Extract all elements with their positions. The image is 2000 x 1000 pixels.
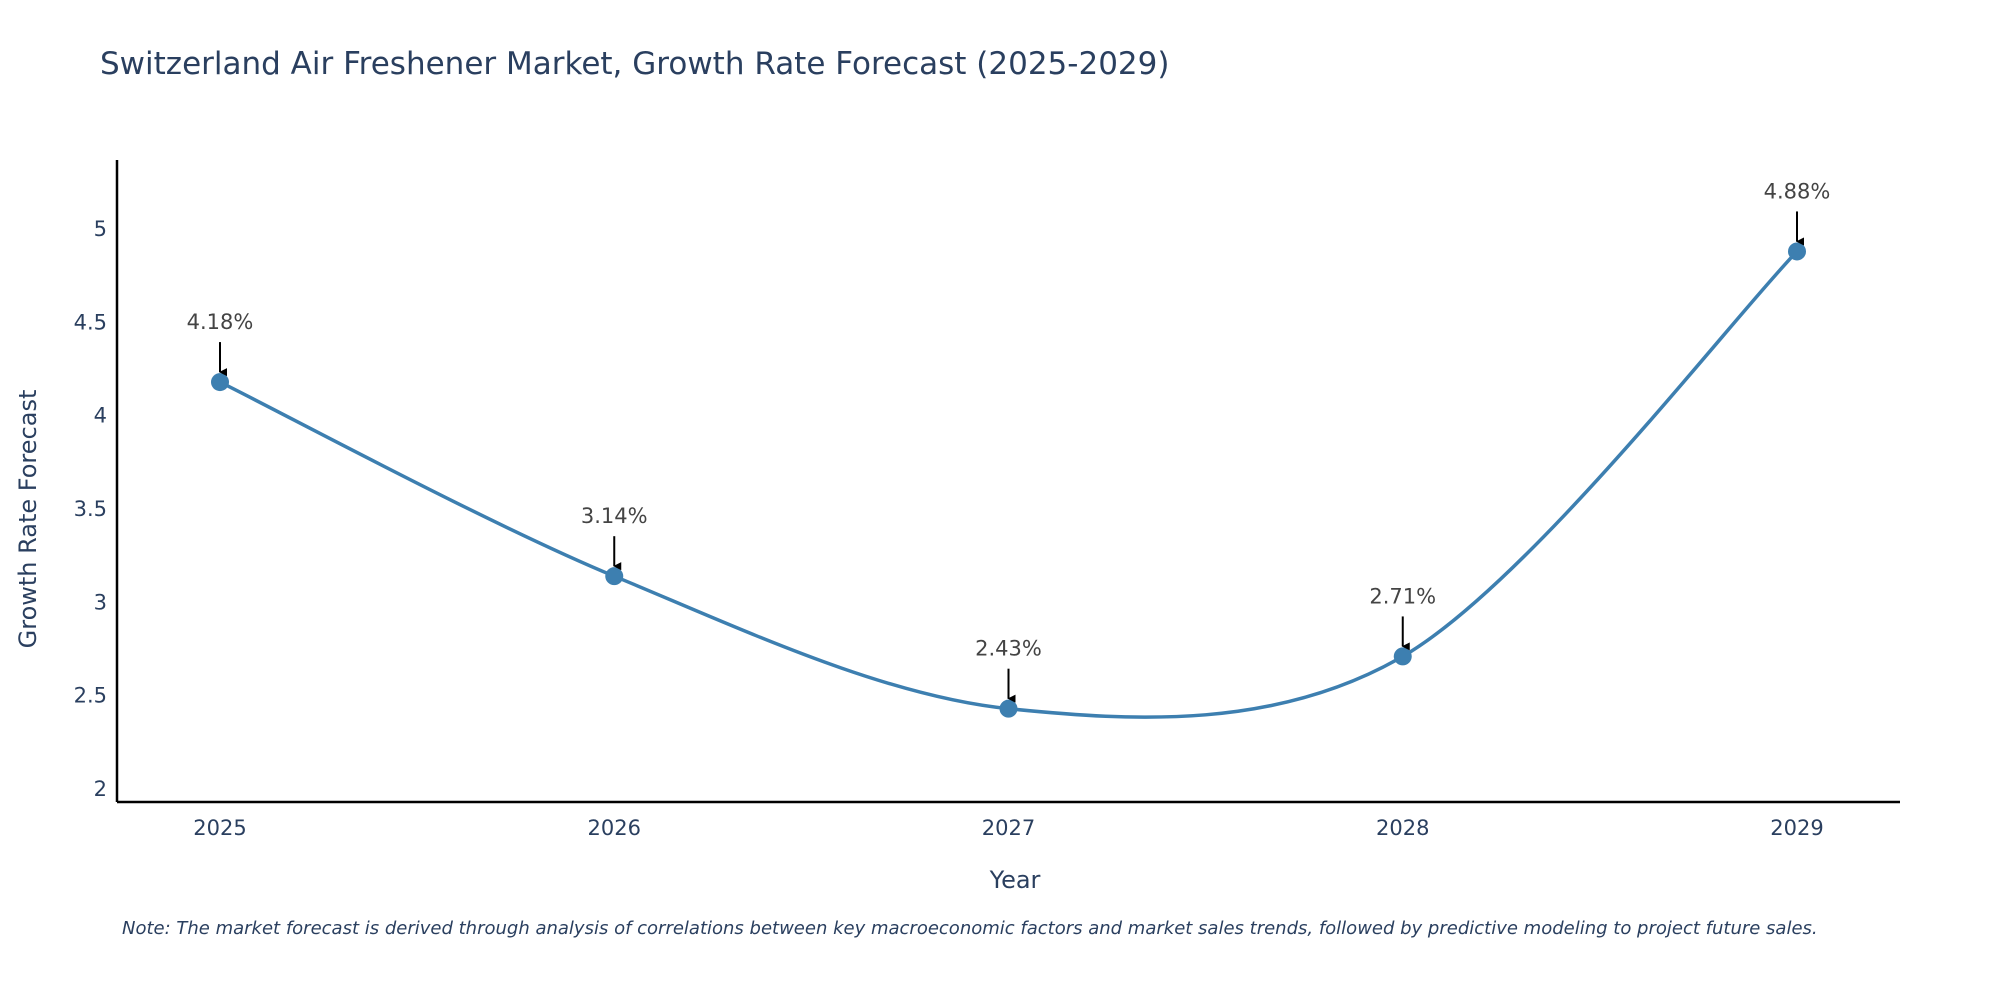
x-tick-label: 2028 — [1376, 816, 1429, 840]
y-tick-label: 5 — [94, 217, 107, 241]
x-tick-label: 2025 — [193, 816, 246, 840]
data-point-marker — [211, 373, 229, 392]
methodology-note: Note: The market forecast is derived thr… — [122, 918, 1818, 939]
data-point-marker — [1393, 647, 1412, 666]
chart-title: Switzerland Air Freshener Market, Growth… — [100, 46, 1170, 82]
data-label: 4.18% — [187, 310, 254, 334]
data-point-marker — [1788, 242, 1806, 261]
data-label: 2.71% — [1369, 584, 1436, 608]
x-tick-label: 2027 — [982, 816, 1035, 840]
x-tick-label: 2026 — [588, 816, 641, 840]
y-axis-title: Growth Rate Forecast — [14, 390, 42, 649]
x-tick-label: 2029 — [1770, 816, 1823, 840]
y-tick-label: 4.5 — [74, 310, 107, 334]
data-label: 3.14% — [581, 504, 648, 528]
data-label: 2.43% — [975, 637, 1042, 661]
y-tick-label: 3 — [94, 590, 107, 614]
y-tick-label: 2 — [94, 777, 107, 801]
x-axis-title: Year — [989, 866, 1041, 894]
y-tick-label: 3.5 — [74, 497, 107, 521]
growth-rate-series-line — [219, 250, 1799, 719]
data-label: 4.88% — [1764, 179, 1831, 203]
y-tick-label: 2.5 — [74, 684, 107, 708]
data-point-marker — [999, 699, 1018, 718]
y-tick-label: 4 — [94, 404, 107, 428]
data-point-marker — [605, 567, 624, 586]
